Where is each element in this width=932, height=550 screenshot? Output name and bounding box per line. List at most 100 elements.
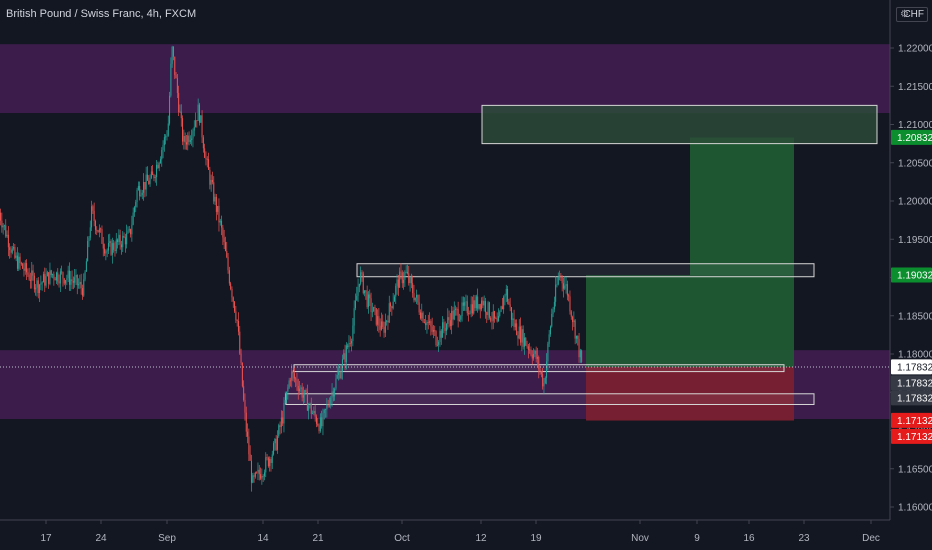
candle-body <box>551 313 553 327</box>
candle-body <box>93 210 95 222</box>
candle-body <box>78 284 80 286</box>
candle-body <box>197 104 199 121</box>
candle-body <box>163 137 165 146</box>
candle-body <box>15 255 17 258</box>
candle-body <box>245 412 247 432</box>
candle-body <box>48 272 50 284</box>
candle-body <box>89 227 91 238</box>
candle-body <box>35 287 37 290</box>
candle-body <box>178 92 180 113</box>
candle-body <box>126 233 128 245</box>
candle-body <box>166 135 168 137</box>
candle-body <box>568 295 570 297</box>
candle-body <box>487 302 489 315</box>
candle-body <box>282 417 284 424</box>
candle-body <box>270 458 272 463</box>
candle-body <box>252 475 254 483</box>
currency-label: CHF <box>903 9 924 20</box>
candle-body <box>439 330 441 342</box>
x-tick-label: Nov <box>631 533 649 544</box>
candle-body <box>157 164 159 169</box>
candle-body <box>352 325 354 341</box>
candle-body <box>391 306 393 309</box>
candle-body <box>175 74 177 79</box>
candle-body <box>94 221 96 230</box>
candle-body <box>531 354 533 359</box>
candle-body <box>139 186 141 197</box>
candle-body <box>418 302 420 313</box>
candle-body <box>378 316 380 326</box>
candle-body <box>124 237 126 245</box>
candle-body <box>130 229 132 235</box>
candle-body <box>219 220 221 223</box>
candle-body <box>236 319 238 322</box>
candle-body <box>503 296 505 310</box>
candle-body <box>559 275 561 278</box>
candle-body <box>561 276 563 284</box>
candle-body <box>301 387 303 398</box>
candle-body <box>180 111 182 119</box>
candle-body <box>59 271 61 284</box>
candle-body <box>513 318 515 328</box>
candle-body <box>338 371 340 376</box>
candle-body <box>222 227 224 238</box>
candle-body <box>110 241 112 255</box>
candle-body <box>167 123 169 136</box>
candle-body <box>72 281 74 283</box>
candle-body <box>395 285 397 297</box>
candle-body <box>557 277 559 285</box>
candle-body <box>409 277 411 284</box>
candle-body <box>145 174 147 190</box>
candle-body <box>314 410 316 417</box>
candle-body <box>570 311 572 317</box>
candle-body <box>154 177 156 179</box>
candle-body <box>288 380 290 388</box>
price-label-bg <box>891 412 932 428</box>
candle-body <box>494 311 496 319</box>
candle-body <box>11 248 13 253</box>
candle-body <box>260 474 262 479</box>
candle-body <box>286 391 288 401</box>
candle-body <box>575 335 577 339</box>
y-tick-label: 1.21500 <box>898 82 932 93</box>
y-tick-label: 1.19500 <box>898 235 932 246</box>
candle-body <box>492 311 494 321</box>
candle-body <box>215 196 217 212</box>
x-tick-label: 9 <box>694 533 700 544</box>
candle-body <box>327 404 329 406</box>
candle-body <box>182 118 184 142</box>
candle-body <box>523 337 525 347</box>
candle-body <box>24 263 26 271</box>
candle-body <box>427 321 429 323</box>
candle-body <box>382 321 384 327</box>
candle-body <box>179 111 181 113</box>
candle-body <box>75 274 77 278</box>
candle-body <box>156 164 158 178</box>
candle-body <box>202 137 204 149</box>
candle-body <box>477 296 479 309</box>
candle-body <box>388 303 390 323</box>
candle-body <box>205 157 207 159</box>
currency-button[interactable]: ⚙ CHF <box>896 7 928 22</box>
candle-body <box>262 476 264 477</box>
candle-body <box>452 310 454 320</box>
candle-body <box>258 469 260 475</box>
candle-body <box>474 300 476 309</box>
candle-body <box>526 345 528 347</box>
candle-body <box>184 136 186 143</box>
candle-body <box>20 262 22 264</box>
candle-body <box>370 298 372 312</box>
candle-body <box>111 243 113 255</box>
candle-body <box>552 309 554 314</box>
candle-body <box>442 322 444 338</box>
candle-body <box>278 425 280 437</box>
candle-body <box>84 271 86 280</box>
candle-body <box>279 425 281 427</box>
candle-body <box>380 321 382 330</box>
candle-body <box>33 275 35 290</box>
candle-body <box>540 371 542 375</box>
price-label: 1.19032 <box>891 267 932 283</box>
candle-body <box>293 373 295 379</box>
candle-body <box>284 400 286 403</box>
